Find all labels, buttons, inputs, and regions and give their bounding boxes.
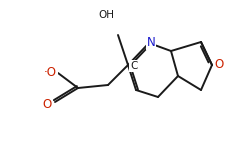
Text: O: O [214,59,224,71]
Text: O: O [42,99,52,112]
Text: ·O: ·O [44,67,56,80]
Text: OH: OH [98,10,114,20]
Text: C: C [130,61,138,71]
Text: N: N [147,36,155,49]
